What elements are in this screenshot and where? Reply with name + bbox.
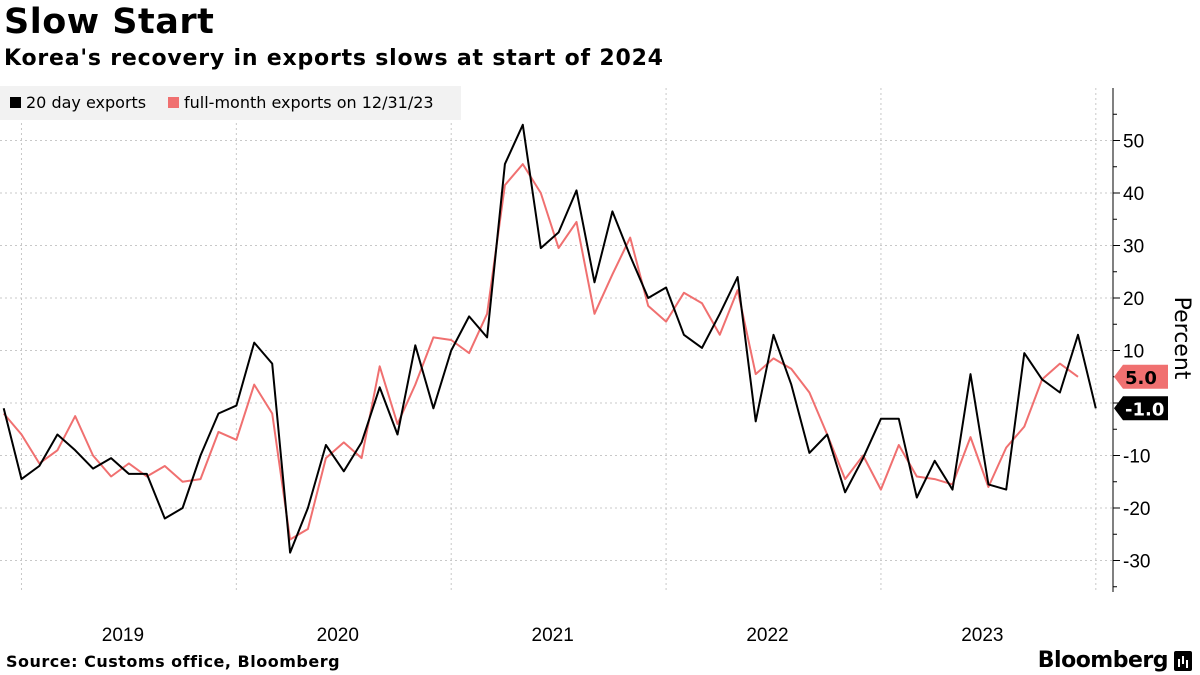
y-tick-label: 10 [1123,342,1144,363]
series-line-full-month-exports [2,163,1079,541]
x-tick-label: 2019 [102,625,144,646]
end-tag-20-day-exports [1114,396,1168,421]
bloomberg-terminal-icon [1174,651,1192,671]
legend-swatch-20-day-exports [10,97,21,108]
brand-logo: Bloomberg [1037,648,1169,673]
y-tick-label: 40 [1123,184,1144,205]
y-tick-label: 50 [1123,132,1144,153]
y-tick-label: 20 [1123,289,1144,310]
chart-title: Slow Start [4,2,215,42]
x-tick-label: 2022 [746,625,788,646]
legend-label-full-month-exports: full-month exports on 12/31/23 [184,93,434,112]
x-tick-label: 2021 [532,625,574,646]
end-tag-full-month-exports [1114,364,1168,389]
end-tag-label-20-day-exports: -1.0 [1125,399,1164,420]
x-tick-label: 2020 [317,625,359,646]
end-tag-label-full-month-exports: 5.0 [1125,368,1157,389]
x-axis: 2019 2020 2021 2022 2023 [102,625,1004,646]
y-tick-label: -20 [1123,499,1150,520]
y-tick-label: -30 [1123,552,1150,573]
legend-swatch-full-month-exports [168,97,179,108]
legend-background [0,86,461,120]
y-axis-label: Percent [1169,297,1194,380]
chart-subtitle: Korea's recovery in exports slows at sta… [4,46,664,71]
y-tick-label: -10 [1123,447,1150,468]
legend: 20 day exports full-month exports on 12/… [0,86,461,120]
y-tick-label: 30 [1123,237,1144,258]
end-value-tags: 5.0 -1.0 [1114,364,1168,421]
series-line-20-day-exports [2,123,1097,554]
x-tick-label: 2023 [961,625,1003,646]
source-footer: Source: Customs office, Bloomberg [6,652,341,671]
y-axis: 50403020100-10-20-30 [1112,88,1150,592]
series-lines [2,123,1097,554]
legend-label-20-day-exports: 20 day exports [26,93,146,112]
